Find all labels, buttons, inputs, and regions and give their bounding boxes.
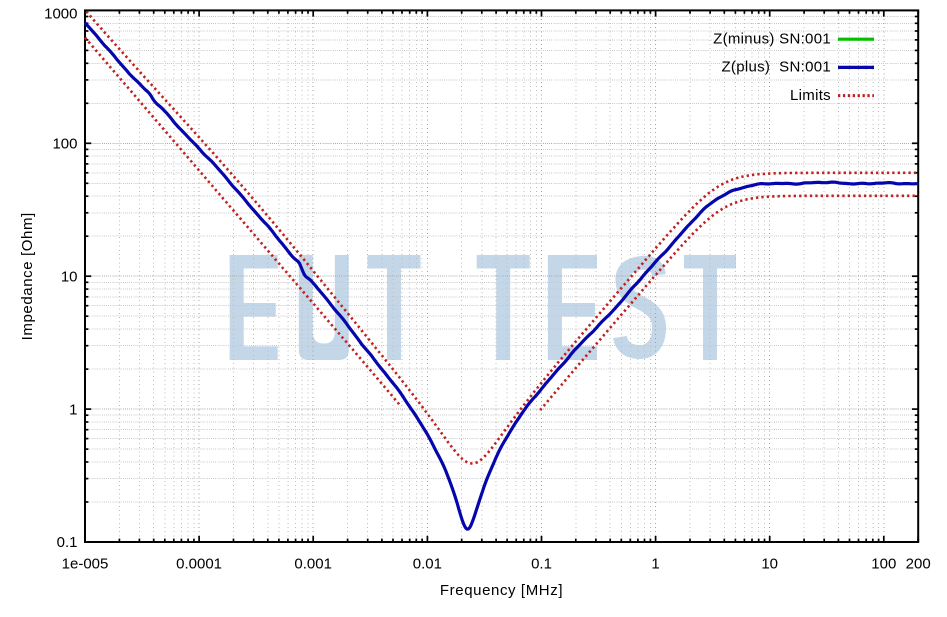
svg-text:Impedance [Ohm]: Impedance [Ohm]	[19, 212, 36, 340]
svg-text:0.1: 0.1	[531, 556, 552, 573]
svg-text:1000: 1000	[44, 6, 77, 23]
svg-text:1: 1	[651, 556, 659, 573]
svg-text:Limits: Limits	[790, 87, 831, 104]
svg-text:1: 1	[69, 401, 77, 418]
svg-text:100: 100	[52, 136, 77, 153]
svg-text:0.0001: 0.0001	[176, 556, 222, 573]
svg-text:100: 100	[871, 556, 896, 573]
svg-text:10: 10	[61, 268, 78, 285]
svg-text:0.1: 0.1	[57, 534, 78, 551]
svg-text:Z(minus) SN:001: Z(minus) SN:001	[713, 30, 831, 47]
svg-text:200: 200	[906, 556, 931, 573]
svg-text:Z(plus) SN:001: Z(plus) SN:001	[721, 59, 831, 76]
svg-text:10: 10	[761, 556, 778, 573]
svg-text:1e-005: 1e-005	[62, 556, 109, 573]
svg-text:Frequency [MHz]: Frequency [MHz]	[440, 582, 563, 599]
svg-text:0.01: 0.01	[413, 556, 442, 573]
svg-text:0.001: 0.001	[294, 556, 332, 573]
